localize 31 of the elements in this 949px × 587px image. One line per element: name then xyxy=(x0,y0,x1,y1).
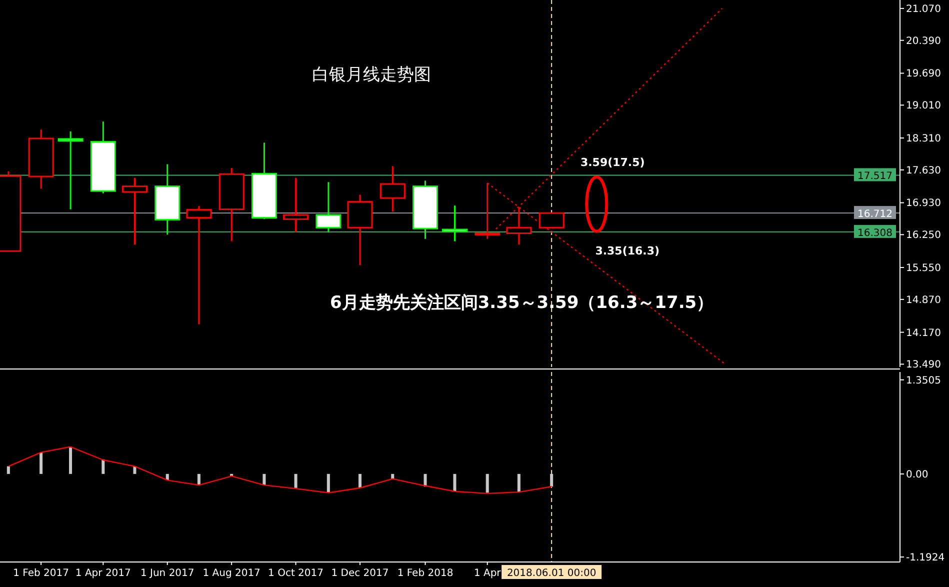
ref-line-label: 17.517 xyxy=(858,171,892,182)
y-tick-label: 19.690 xyxy=(906,68,941,80)
ref-line-label: 16.308 xyxy=(858,228,892,239)
x-tick-label: 1 Dec 2017 xyxy=(331,568,389,579)
y-tick-label: 19.010 xyxy=(906,100,941,112)
annotation: 6月走势先关注区间3.35～3.59（16.3～17.5） xyxy=(330,293,714,313)
ref-line-label: 16.712 xyxy=(858,208,892,220)
y-tick-label: 18.310 xyxy=(906,133,941,144)
y-tick-label: 16.250 xyxy=(906,230,941,242)
text: 白银月线走势图 xyxy=(312,65,431,85)
annotation: 3.59(17.5) xyxy=(580,156,645,169)
y-tick-label: -1.1924 xyxy=(906,552,945,564)
y-tick-label: 14.870 xyxy=(906,294,941,306)
y-tick-label: 15.550 xyxy=(906,263,941,274)
x-tick-label: 1 Feb 2018 xyxy=(397,568,454,579)
y-tick-label: 13.490 xyxy=(906,360,941,371)
y-tick-label: 17.630 xyxy=(906,165,941,176)
x-tick-label: 1 Feb 2017 xyxy=(13,568,69,579)
annotation: 3.35(16.3) xyxy=(595,244,660,258)
x-tick-label: 1 Oct 2017 xyxy=(268,568,324,579)
x-tick-label: 1 Apr 2017 xyxy=(75,568,131,579)
y-tick-label: 1.3505 xyxy=(906,375,941,386)
y-tick-label: 0.00 xyxy=(906,469,928,480)
y-tick-label: 14.170 xyxy=(906,328,941,339)
x-tick-label: 1 Aug 2017 xyxy=(202,568,260,579)
ref-line-label: 2018.06.01 00:00 xyxy=(506,568,596,579)
x-tick-label: 1 Apr xyxy=(474,568,502,579)
y-tick-label: 21.070 xyxy=(906,4,941,15)
x-tick-label: 1 Jun 2017 xyxy=(140,568,194,579)
y-tick-label: 20.390 xyxy=(906,36,941,47)
y-tick-label: 16.930 xyxy=(906,198,941,210)
